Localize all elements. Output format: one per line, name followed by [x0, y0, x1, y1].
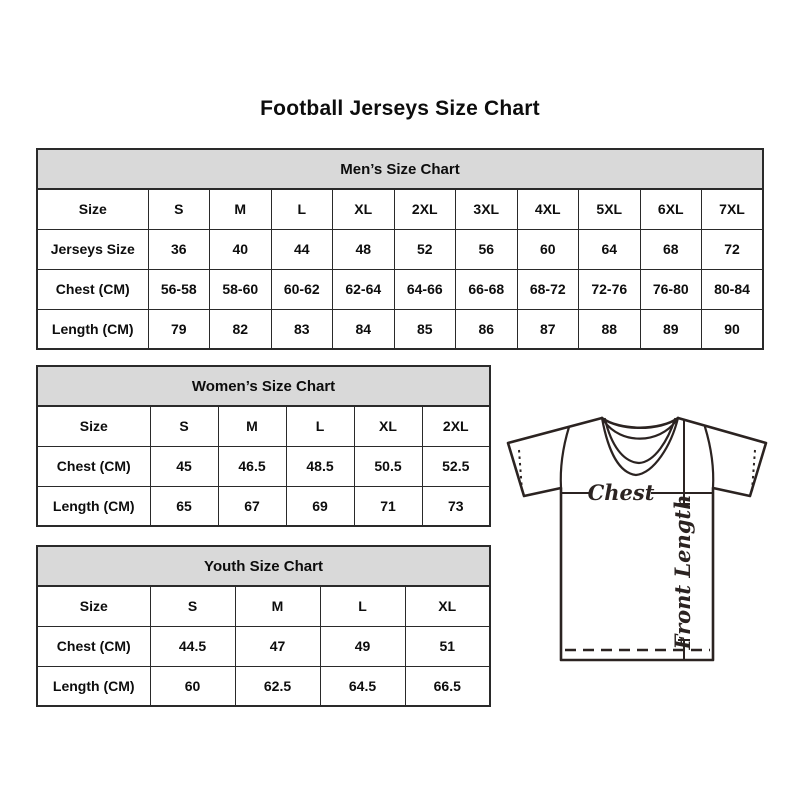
- row-label: Chest (CM): [36, 625, 151, 667]
- size-value-cell: 46.5: [217, 445, 287, 487]
- size-value-cell: 56: [455, 228, 518, 270]
- size-value-cell: XL: [353, 405, 423, 447]
- size-value-cell: 44.5: [149, 625, 236, 667]
- table-row: Size S M L XL: [36, 585, 491, 627]
- size-value-cell: XL: [404, 585, 491, 627]
- size-value-cell: L: [319, 585, 406, 627]
- size-value-cell: 69: [285, 485, 355, 527]
- jersey-outline-icon: Chest Front Length: [506, 416, 768, 662]
- row-label: Length (CM): [36, 665, 151, 707]
- size-value-cell: 66.5: [404, 665, 491, 707]
- size-value-cell: 72: [701, 228, 764, 270]
- table-row: Length (CM) 79 82 83 84 85 86 87 88 89 90: [36, 308, 764, 350]
- size-value-cell: 40: [209, 228, 272, 270]
- size-value-cell: 62-64: [332, 268, 395, 310]
- size-value-cell: 60: [516, 228, 579, 270]
- size-value-cell: 60: [149, 665, 236, 707]
- womens-table-title: Women’s Size Chart: [36, 365, 491, 407]
- row-label: Size: [36, 405, 151, 447]
- table-row: Length (CM) 65 67 69 71 73: [36, 485, 491, 527]
- size-value-cell: 72-76: [578, 268, 641, 310]
- size-value-cell: 85: [393, 308, 456, 350]
- size-value-cell: 51: [404, 625, 491, 667]
- size-value-cell: 64-66: [393, 268, 456, 310]
- size-value-cell: 88: [578, 308, 641, 350]
- size-value-cell: 62.5: [234, 665, 321, 707]
- size-value-cell: 79: [147, 308, 210, 350]
- size-value-cell: 4XL: [516, 188, 579, 230]
- size-value-cell: 82: [209, 308, 272, 350]
- youth-size-table: Youth Size Chart Size S M L XL Chest (CM) 44.5 4…: [36, 545, 491, 707]
- size-value-cell: 89: [639, 308, 702, 350]
- size-value-cell: M: [234, 585, 321, 627]
- size-value-cell: 44: [270, 228, 333, 270]
- size-value-cell: S: [149, 405, 219, 447]
- row-label: Size: [36, 188, 149, 230]
- table-row: Jerseys Size 36 40 44 48 52 56 60 64 68 72: [36, 228, 764, 270]
- size-value-cell: L: [285, 405, 355, 447]
- size-value-cell: 49: [319, 625, 406, 667]
- chest-label: Chest: [588, 480, 655, 505]
- size-value-cell: 7XL: [701, 188, 764, 230]
- front-length-label: Front Length: [670, 495, 695, 651]
- row-label: Length (CM): [36, 308, 149, 350]
- row-label: Chest (CM): [36, 445, 151, 487]
- size-value-cell: 6XL: [639, 188, 702, 230]
- page-title: Football Jerseys Size Chart: [260, 97, 540, 120]
- size-value-cell: 48.5: [285, 445, 355, 487]
- table-row: Length (CM) 60 62.5 64.5 66.5: [36, 665, 491, 707]
- size-value-cell: 87: [516, 308, 579, 350]
- size-value-cell: 52: [393, 228, 456, 270]
- size-value-cell: 64.5: [319, 665, 406, 707]
- size-value-cell: 60-62: [270, 268, 333, 310]
- size-value-cell: 84: [332, 308, 395, 350]
- size-value-cell: 45: [149, 445, 219, 487]
- size-value-cell: 67: [217, 485, 287, 527]
- size-value-cell: 36: [147, 228, 210, 270]
- size-value-cell: 90: [701, 308, 764, 350]
- size-value-cell: 2XL: [393, 188, 456, 230]
- table-row: Size S M L XL 2XL 3XL 4XL 5XL 6XL 7XL: [36, 188, 764, 230]
- table-row: Chest (CM) 56-58 58-60 60-62 62-64 64-66 66-68…: [36, 268, 764, 310]
- size-value-cell: 58-60: [209, 268, 272, 310]
- womens-size-table: Women’s Size Chart Size S M L XL 2XL Chest (CM)…: [36, 365, 491, 527]
- mens-table-title: Men’s Size Chart: [36, 148, 764, 190]
- size-value-cell: S: [147, 188, 210, 230]
- size-value-cell: 80-84: [701, 268, 764, 310]
- size-value-cell: 71: [353, 485, 423, 527]
- size-value-cell: 76-80: [639, 268, 702, 310]
- size-value-cell: 68: [639, 228, 702, 270]
- youth-table-title: Youth Size Chart: [36, 545, 491, 587]
- size-value-cell: 50.5: [353, 445, 423, 487]
- size-value-cell: M: [209, 188, 272, 230]
- size-value-cell: 68-72: [516, 268, 579, 310]
- row-label: Jerseys Size: [36, 228, 149, 270]
- size-value-cell: 66-68: [455, 268, 518, 310]
- size-value-cell: L: [270, 188, 333, 230]
- size-value-cell: XL: [332, 188, 395, 230]
- size-value-cell: 56-58: [147, 268, 210, 310]
- mens-size-table: Men’s Size Chart Size S M L XL 2XL 3XL 4XL 5XL 6XL…: [36, 148, 764, 350]
- size-value-cell: 52.5: [421, 445, 491, 487]
- table-row: Chest (CM) 44.5 47 49 51: [36, 625, 491, 667]
- size-value-cell: 64: [578, 228, 641, 270]
- size-value-cell: S: [149, 585, 236, 627]
- jersey-measurement-diagram: Chest Front Length: [505, 412, 773, 674]
- size-value-cell: 3XL: [455, 188, 518, 230]
- size-value-cell: 86: [455, 308, 518, 350]
- row-label: Chest (CM): [36, 268, 149, 310]
- table-row: Chest (CM) 45 46.5 48.5 50.5 52.5: [36, 445, 491, 487]
- size-value-cell: 83: [270, 308, 333, 350]
- table-row: Size S M L XL 2XL: [36, 405, 491, 447]
- row-label: Size: [36, 585, 151, 627]
- size-value-cell: 73: [421, 485, 491, 527]
- size-value-cell: 5XL: [578, 188, 641, 230]
- size-value-cell: M: [217, 405, 287, 447]
- size-value-cell: 48: [332, 228, 395, 270]
- size-value-cell: 65: [149, 485, 219, 527]
- size-value-cell: 47: [234, 625, 321, 667]
- row-label: Length (CM): [36, 485, 151, 527]
- size-value-cell: 2XL: [421, 405, 491, 447]
